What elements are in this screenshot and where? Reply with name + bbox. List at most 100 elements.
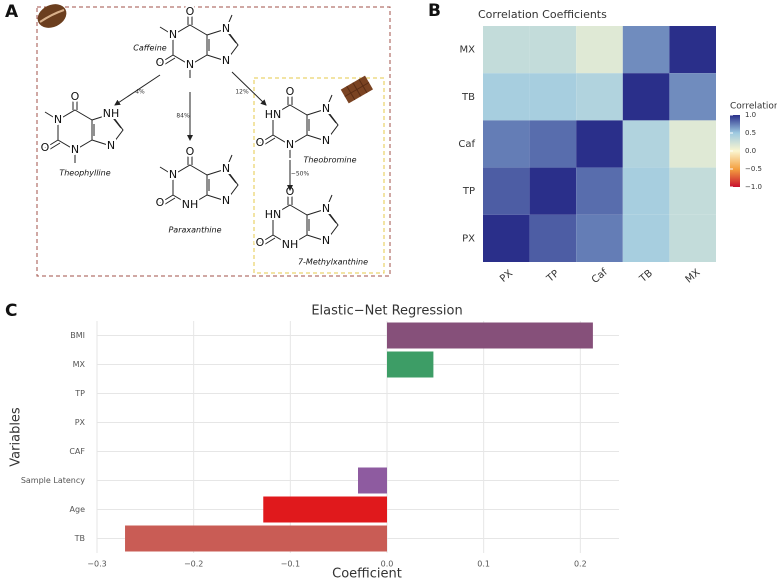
ring xyxy=(206,28,239,62)
theobromine-box xyxy=(253,77,385,274)
methyl xyxy=(44,111,59,121)
atom: O xyxy=(156,196,165,209)
atom: O xyxy=(186,5,195,18)
bond xyxy=(159,152,237,207)
molecule-name: 7-Methylxanthine xyxy=(298,258,368,267)
arrow-label: 12% xyxy=(235,89,249,96)
arrow-label: 84% xyxy=(176,113,190,120)
atom: N xyxy=(222,194,230,207)
arrow-label: 4% xyxy=(135,89,145,96)
bond xyxy=(44,97,122,152)
panel-label: C xyxy=(5,301,17,321)
y-tick-label: Age xyxy=(70,505,86,514)
atom: N xyxy=(322,134,330,147)
y-tick-label: MX xyxy=(460,45,476,56)
heatmap-cell xyxy=(483,26,530,74)
x-tick-label: MX xyxy=(684,267,703,285)
atom: O xyxy=(71,90,80,103)
methyl xyxy=(225,14,233,30)
atom: O xyxy=(256,236,265,249)
atom: NH xyxy=(282,238,299,251)
y-axis-title: Variables xyxy=(9,407,24,467)
x-tick-label: Caf xyxy=(590,267,610,286)
atom: N xyxy=(222,54,230,67)
heatmap-cell xyxy=(529,214,577,262)
arrow xyxy=(114,74,161,106)
atom: O xyxy=(256,136,265,149)
methyl xyxy=(325,194,333,210)
ring xyxy=(91,113,124,147)
y-tick-label: CAF xyxy=(69,447,85,456)
heatmap-cell xyxy=(669,73,716,121)
heatmap-cell xyxy=(622,73,670,121)
bar xyxy=(358,467,387,494)
chart-title: Correlation Coefficients xyxy=(478,8,607,21)
heatmap-cell xyxy=(669,26,716,74)
methyl xyxy=(159,26,174,36)
atom: N xyxy=(71,143,79,156)
heatmap-cell xyxy=(622,26,670,74)
coffee-bean-icon xyxy=(37,4,67,28)
heatmap-cell xyxy=(483,120,530,168)
x-tick-label: 0.2 xyxy=(574,560,587,569)
bar xyxy=(263,496,387,523)
atom: HN xyxy=(265,108,282,121)
x-axis-title: Coefficient xyxy=(332,567,402,580)
y-tick-label: BMI xyxy=(70,331,85,340)
y-tick-label: TB xyxy=(74,534,85,543)
atom: O xyxy=(41,141,50,154)
colorbar-tick-label: −1.0 xyxy=(745,183,762,191)
atom: N xyxy=(286,138,294,151)
heatmap-cell xyxy=(669,214,716,262)
heatmap-cell xyxy=(529,73,577,121)
colorbar-tick-label: 0.0 xyxy=(745,147,756,155)
bond xyxy=(259,92,337,147)
heatmap-cell xyxy=(669,167,716,215)
panel-a-border xyxy=(36,6,391,277)
chart-title: Elastic−Net Regression xyxy=(311,304,462,319)
colorbar-tick-label: 1.0 xyxy=(745,111,756,119)
bar xyxy=(387,351,434,378)
x-tick-label: TP xyxy=(544,268,561,285)
y-tick-label: TP xyxy=(74,389,85,398)
heatmap-cell xyxy=(669,120,716,168)
atom: N xyxy=(322,202,330,215)
x-tick-label: 0.1 xyxy=(477,560,490,569)
bond xyxy=(259,192,337,247)
y-tick-label: PX xyxy=(462,233,475,244)
molecule: ONO NNN xyxy=(154,3,239,78)
heatmap-cell xyxy=(622,214,670,262)
methyl xyxy=(159,166,174,176)
heatmap-cell xyxy=(622,167,670,215)
arrow-label: ~50% xyxy=(291,171,310,178)
atom: N xyxy=(169,168,177,181)
chocolate-icon xyxy=(340,75,373,104)
x-tick-label: 0.0 xyxy=(381,560,394,569)
atom: N xyxy=(322,234,330,247)
y-tick-label: MX xyxy=(73,360,86,369)
x-tick-label: TB xyxy=(637,268,655,285)
colorbar-tick-label: 0.5 xyxy=(745,129,756,137)
atom: O xyxy=(186,145,195,158)
ring xyxy=(306,108,339,142)
heatmap-cell xyxy=(576,73,623,121)
molecule: O HN O NH N N xyxy=(254,183,339,253)
x-tick-label: −0.3 xyxy=(87,560,106,569)
y-tick-label: Sample Latency xyxy=(21,476,85,485)
heatmap-cell xyxy=(529,167,577,215)
panel-label: B xyxy=(428,1,441,21)
x-tick-label: −0.1 xyxy=(281,560,300,569)
molecule: O HN O N N N xyxy=(254,83,339,158)
y-tick-label: TB xyxy=(461,92,475,103)
atom: HN xyxy=(265,208,282,221)
atom: N xyxy=(322,102,330,115)
y-tick-label: PX xyxy=(75,418,86,427)
x-tick-label: PX xyxy=(498,268,515,285)
bar xyxy=(125,525,388,552)
atom: N xyxy=(222,22,230,35)
legend-title: Correlation xyxy=(730,102,777,112)
heatmap-cell xyxy=(483,73,530,121)
methyl xyxy=(325,94,333,110)
